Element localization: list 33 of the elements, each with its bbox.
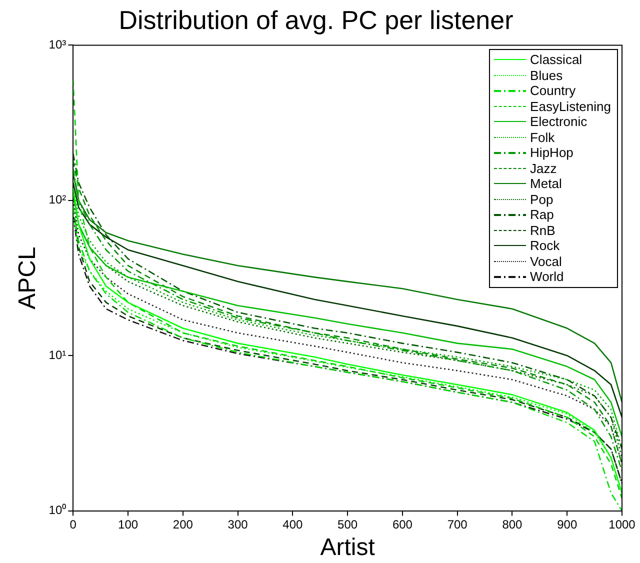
legend-label: EasyListening xyxy=(530,98,611,114)
x-tick-label: 100 xyxy=(118,517,138,532)
x-tick-label: 200 xyxy=(172,517,194,532)
x-tick-label: 800 xyxy=(502,517,523,532)
y-axis-title: APCL xyxy=(14,246,42,310)
legend-label: World xyxy=(530,269,564,285)
x-tick-label: 600 xyxy=(392,517,413,532)
legend-label: Metal xyxy=(530,176,562,192)
legend-label: HipHop xyxy=(530,145,574,161)
x-tick-label: 1000 xyxy=(608,517,636,532)
legend-label: Jazz xyxy=(530,160,557,176)
y-tick-label: 10⁰ xyxy=(48,503,66,518)
legend-label: Pop xyxy=(530,192,554,208)
legend-label: Blues xyxy=(530,68,563,84)
legend-label: Electronic xyxy=(530,114,588,130)
legend-label: Rap xyxy=(530,207,554,223)
legend-label: Classical xyxy=(530,52,582,68)
legend-label: Vocal xyxy=(530,254,562,270)
y-tick-label: 10¹ xyxy=(48,348,66,362)
x-tick-label: 900 xyxy=(557,517,578,532)
x-tick-label: 400 xyxy=(282,517,304,532)
y-tick-label: 10² xyxy=(48,192,66,207)
legend-label: Rock xyxy=(530,238,560,254)
legend-label: RnB xyxy=(530,222,556,238)
x-tick-label: 300 xyxy=(228,517,248,532)
x-tick-label: 500 xyxy=(338,517,358,532)
x-tick-label: 700 xyxy=(447,517,468,532)
x-tick-label: 0 xyxy=(70,517,77,532)
x-axis-title: Artist xyxy=(320,534,376,562)
chart-title: Distribution of avg. PC per listener xyxy=(118,4,514,35)
legend-label: Country xyxy=(530,83,576,99)
y-tick-label: 10³ xyxy=(48,38,66,52)
legend-label: Folk xyxy=(530,130,555,146)
